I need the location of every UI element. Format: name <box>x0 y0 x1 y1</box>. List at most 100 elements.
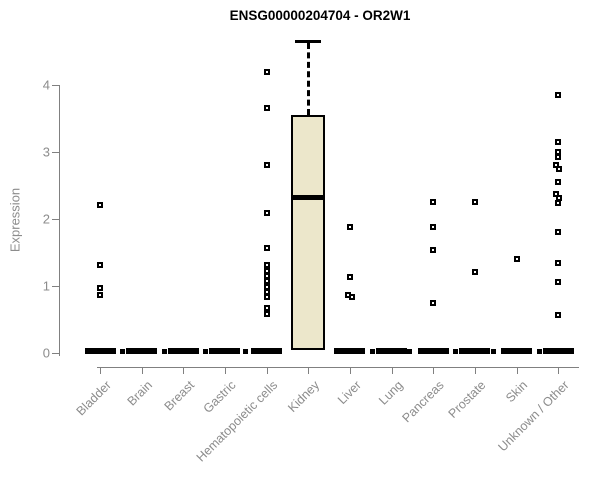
zero-jitter-point <box>120 349 125 354</box>
zero-jitter-point <box>203 349 209 354</box>
x-tick-mark <box>433 367 435 374</box>
outlier-point <box>263 294 270 301</box>
outlier-point <box>556 194 563 201</box>
x-tick-label: Liver <box>334 378 364 408</box>
outlier-point <box>263 262 270 269</box>
outlier-point <box>555 92 562 99</box>
outlier-point <box>513 256 520 263</box>
zero-box-bar <box>417 348 449 354</box>
zero-box-bar <box>84 348 116 354</box>
box-iqr <box>291 115 326 350</box>
zero-box-bar <box>459 348 491 354</box>
x-tick-mark <box>266 367 268 374</box>
outlier-point <box>430 199 437 206</box>
outlier-point <box>555 199 562 206</box>
zero-box-bar <box>126 348 158 354</box>
zero-jitter-point <box>369 349 375 354</box>
zero-jitter-point <box>536 349 542 354</box>
x-tick-mark <box>516 367 518 374</box>
outlier-point <box>555 138 562 145</box>
x-axis-line <box>97 367 579 368</box>
outlier-point <box>471 198 478 205</box>
outlier-point <box>555 153 562 160</box>
y-axis-line <box>59 85 60 356</box>
y-tick-label: 3 <box>42 144 50 160</box>
outlier-point <box>556 165 563 172</box>
outlier-point <box>263 105 270 112</box>
y-tick-mark <box>52 353 59 354</box>
outlier-point <box>555 228 562 235</box>
outlier-point <box>555 278 562 285</box>
zero-box-bar <box>542 348 574 354</box>
x-tick-label: Gastric <box>200 378 239 416</box>
median-line <box>293 194 324 200</box>
x-tick-mark <box>100 367 101 374</box>
x-tick-mark <box>141 367 143 374</box>
outlier-point <box>263 305 270 312</box>
zero-box-bar <box>209 348 241 354</box>
x-tick-mark <box>391 367 393 374</box>
outlier-point <box>348 293 355 300</box>
whisker-line <box>306 43 310 116</box>
outlier-point <box>263 69 270 76</box>
outlier-point <box>346 224 353 231</box>
outlier-point <box>555 179 562 186</box>
outlier-point <box>263 272 270 279</box>
outlier-point <box>263 278 270 285</box>
outlier-point <box>97 201 103 208</box>
zero-box-bar <box>501 348 532 354</box>
x-tick-label: Bladder <box>73 378 114 419</box>
x-tick-mark <box>474 367 476 374</box>
zero-jitter-point <box>161 349 167 354</box>
y-tick-label: 0 <box>42 345 50 361</box>
x-tick-mark <box>558 367 560 374</box>
outlier-point <box>430 299 437 306</box>
x-tick-mark <box>308 367 310 374</box>
outlier-point <box>555 260 562 267</box>
y-tick-label: 1 <box>42 278 50 294</box>
x-tick-label: Brain <box>125 378 156 409</box>
x-tick-label: Skin <box>503 378 531 406</box>
x-tick-label: Pancreas <box>399 378 448 426</box>
zero-box-bar <box>334 348 366 354</box>
outlier-point <box>430 224 437 231</box>
x-tick-label: Breast <box>161 378 198 414</box>
zero-box-bar <box>251 348 283 354</box>
zero-jitter-point <box>490 349 496 354</box>
outlier-point <box>263 283 270 290</box>
y-tick-label: 4 <box>42 77 50 93</box>
outlier-point <box>263 311 270 318</box>
zero-box-bar <box>376 348 408 354</box>
zero-jitter-point <box>406 349 412 354</box>
outlier-point <box>97 291 103 298</box>
x-tick-label: Kidney <box>285 378 323 415</box>
x-tick-label: Lung <box>375 378 406 408</box>
outlier-point <box>555 311 562 318</box>
zero-jitter-point <box>453 349 459 354</box>
zero-box-bar <box>167 348 199 354</box>
chart-title: ENSG00000204704 - OR2W1 <box>229 8 411 23</box>
outlier-point <box>97 285 103 291</box>
outlier-point <box>430 246 437 253</box>
outlier-point <box>263 161 270 168</box>
outlier-point <box>263 289 270 296</box>
outlier-point <box>346 274 353 281</box>
x-tick-mark <box>224 367 226 374</box>
x-tick-label: Prostate <box>445 378 489 421</box>
y-tick-mark <box>52 286 59 287</box>
outlier-point <box>263 267 270 274</box>
x-tick-mark <box>349 367 351 374</box>
zero-jitter-point <box>242 349 248 354</box>
y-tick-label: 2 <box>42 211 50 227</box>
outlier-point <box>471 268 478 275</box>
x-tick-label: Hematopoietic cells <box>193 378 281 465</box>
y-tick-mark <box>52 219 59 220</box>
y-tick-mark <box>52 85 59 86</box>
outlier-point <box>263 209 270 216</box>
whisker-cap <box>295 40 322 44</box>
x-tick-mark <box>183 367 185 374</box>
outlier-point <box>263 244 270 251</box>
y-tick-mark <box>52 152 59 153</box>
outlier-point <box>97 262 103 269</box>
